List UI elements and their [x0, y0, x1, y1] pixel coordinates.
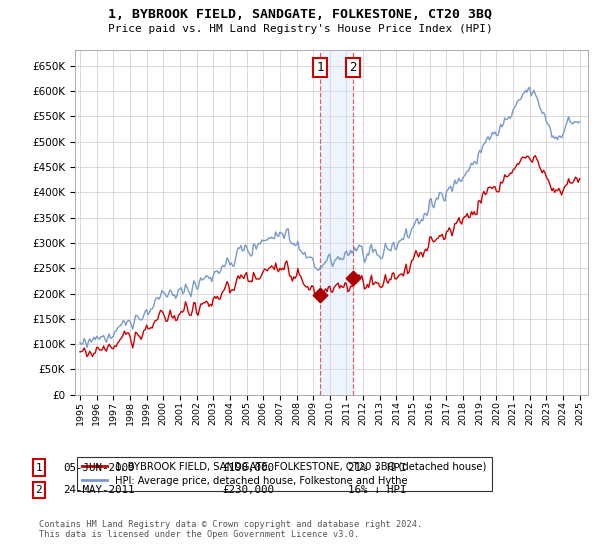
Legend: 1, BYBROOK FIELD, SANDGATE, FOLKESTONE, CT20 3BQ (detached house), HPI: Average : 1, BYBROOK FIELD, SANDGATE, FOLKESTONE, … [77, 456, 492, 491]
Text: Price paid vs. HM Land Registry's House Price Index (HPI): Price paid vs. HM Land Registry's House … [107, 24, 493, 34]
Point [348, 274, 358, 283]
Text: 2: 2 [35, 485, 43, 495]
Text: £230,000: £230,000 [222, 485, 274, 495]
Text: £198,000: £198,000 [222, 463, 274, 473]
Text: 05-JUN-2009: 05-JUN-2009 [63, 463, 134, 473]
Text: 21% ↓ HPI: 21% ↓ HPI [348, 463, 407, 473]
Point [316, 290, 325, 299]
Text: 1: 1 [316, 60, 324, 74]
Bar [320, 50, 353, 395]
Text: 24-MAY-2011: 24-MAY-2011 [63, 485, 134, 495]
Text: 1: 1 [35, 463, 43, 473]
Text: 1, BYBROOK FIELD, SANDGATE, FOLKESTONE, CT20 3BQ: 1, BYBROOK FIELD, SANDGATE, FOLKESTONE, … [108, 8, 492, 21]
Text: 2: 2 [349, 60, 356, 74]
Text: 16% ↓ HPI: 16% ↓ HPI [348, 485, 407, 495]
Text: Contains HM Land Registry data © Crown copyright and database right 2024.
This d: Contains HM Land Registry data © Crown c… [39, 520, 422, 539]
